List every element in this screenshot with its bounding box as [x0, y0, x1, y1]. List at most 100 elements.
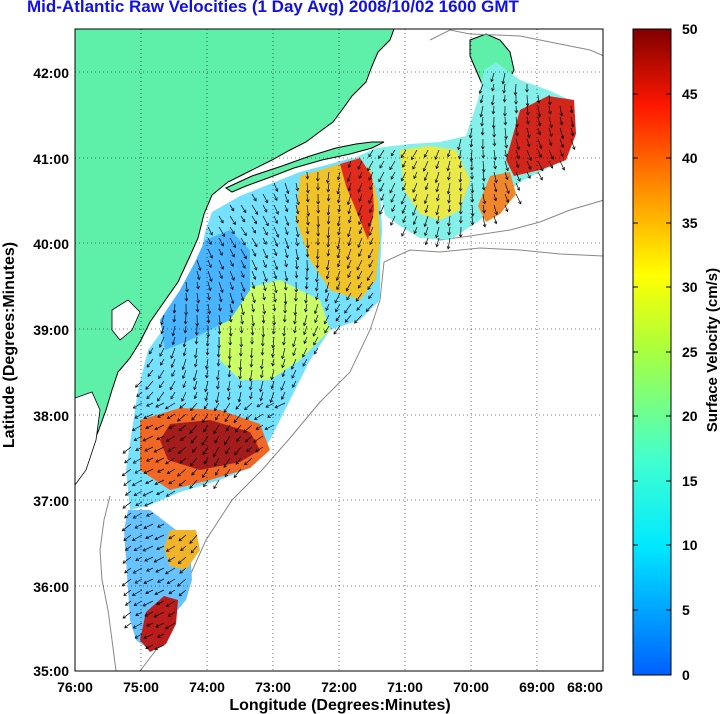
velocity-arrow — [306, 226, 309, 234]
velocity-arrow-head — [157, 634, 161, 638]
velocity-arrow — [537, 127, 541, 135]
velocity-arrow — [256, 402, 264, 408]
velocity-arrow-head — [165, 460, 169, 465]
velocity-arrow — [425, 237, 429, 245]
velocity-arrow-head — [249, 364, 254, 368]
velocity-arrow-head — [122, 450, 127, 454]
velocity-arrow — [178, 446, 187, 454]
velocity-arrow — [203, 457, 209, 465]
velocity-arrow-head — [253, 266, 258, 271]
velocity-arrow — [136, 391, 143, 397]
velocity-arrow-head — [401, 187, 406, 191]
velocity-arrow-head — [271, 362, 275, 367]
velocity-arrow-head — [142, 438, 147, 442]
velocity-arrow — [251, 270, 256, 280]
velocity-arrow — [213, 446, 220, 457]
velocity-arrow — [180, 435, 187, 441]
velocity-arrow-head — [347, 274, 351, 279]
velocity-arrow — [202, 446, 209, 455]
velocity-arrow — [124, 622, 132, 629]
velocity-arrow — [133, 457, 143, 464]
velocity-arrow-head — [490, 78, 494, 83]
velocity-arrow — [180, 545, 187, 551]
velocity-arrow-head — [155, 624, 159, 628]
velocity-arrow — [504, 171, 508, 180]
velocity-arrow-head — [184, 298, 189, 302]
velocity-arrow-head — [180, 437, 184, 441]
velocity-arrow — [244, 402, 253, 410]
velocity-arrow-head — [304, 286, 309, 290]
velocity-arrow-head — [145, 386, 149, 390]
velocity-arrow-head — [251, 285, 256, 290]
velocity-arrow-head — [292, 384, 296, 388]
velocity-arrow — [206, 358, 209, 369]
velocity-arrow — [358, 248, 363, 257]
velocity-arrow-head — [493, 165, 497, 170]
velocity-arrow-head — [295, 266, 299, 270]
velocity-arrow-head — [334, 299, 338, 304]
velocity-arrow-head — [240, 297, 245, 302]
velocity-arrow-head — [513, 92, 518, 96]
velocity-arrow — [348, 160, 352, 168]
velocity-arrow-head — [131, 537, 136, 541]
velocity-arrow-head — [197, 267, 202, 272]
velocity-arrow-head — [144, 503, 148, 507]
velocity-arrow — [402, 160, 407, 168]
velocity-arrow-head — [446, 167, 451, 172]
velocity-arrow-head — [345, 287, 350, 292]
velocity-arrow — [165, 402, 176, 410]
velocity-arrow-head — [242, 265, 246, 269]
velocity-arrow-head — [170, 364, 175, 368]
velocity-arrow-head — [214, 407, 218, 412]
velocity-arrow — [261, 347, 264, 356]
velocity-arrow — [145, 644, 154, 649]
velocity-arrow — [303, 314, 308, 326]
velocity-arrow-head — [313, 341, 317, 346]
velocity-arrow-head — [168, 590, 173, 595]
velocity-arrow — [526, 171, 531, 179]
velocity-arrow-head — [458, 165, 463, 169]
velocity-arrow — [493, 138, 495, 147]
velocity-arrow — [146, 358, 154, 368]
velocity-arrow — [166, 490, 176, 497]
velocity-arrow-head — [549, 165, 554, 169]
velocity-arrow-head — [262, 296, 266, 301]
x-tick-label: 72:00 — [321, 679, 357, 695]
velocity-arrow-head — [272, 308, 277, 312]
velocity-arrow-head — [232, 221, 236, 225]
velocity-arrow — [250, 391, 253, 399]
velocity-arrow — [435, 171, 440, 183]
velocity-arrow-head — [243, 429, 247, 433]
velocity-arrow-head — [131, 592, 136, 596]
velocity-arrow-head — [458, 188, 463, 192]
velocity-arrow — [368, 215, 374, 227]
velocity-arrow — [202, 413, 209, 423]
velocity-arrow — [184, 325, 187, 333]
velocity-arrow — [436, 193, 440, 201]
velocity-arrow-head — [569, 110, 574, 114]
velocity-arrow — [122, 611, 132, 619]
velocity-arrow-head — [516, 146, 520, 151]
velocity-arrow-head — [243, 255, 247, 260]
colorbar-tick-label: 5 — [682, 602, 690, 618]
velocity-arrow-head — [294, 289, 299, 293]
velocity-arrow-head — [190, 549, 195, 554]
velocity-arrow-head — [264, 278, 268, 283]
velocity-arrow-head — [323, 320, 328, 325]
velocity-arrow — [168, 534, 176, 539]
velocity-arrow — [229, 314, 232, 322]
velocity-arrow — [124, 567, 132, 574]
velocity-arrow-head — [157, 524, 161, 528]
velocity-arrow — [412, 182, 418, 193]
velocity-arrow — [526, 94, 529, 107]
velocity-arrow — [233, 468, 242, 478]
velocity-arrow-head — [358, 221, 362, 226]
velocity-arrow — [157, 633, 165, 638]
velocity-arrow-head — [324, 298, 329, 303]
velocity-arrow-head — [549, 124, 553, 129]
velocity-arrow — [146, 457, 154, 462]
velocity-arrow-head — [227, 374, 232, 378]
velocity-arrow-head — [401, 210, 406, 214]
velocity-arrow — [356, 259, 363, 271]
velocity-arrow-head — [325, 266, 330, 271]
